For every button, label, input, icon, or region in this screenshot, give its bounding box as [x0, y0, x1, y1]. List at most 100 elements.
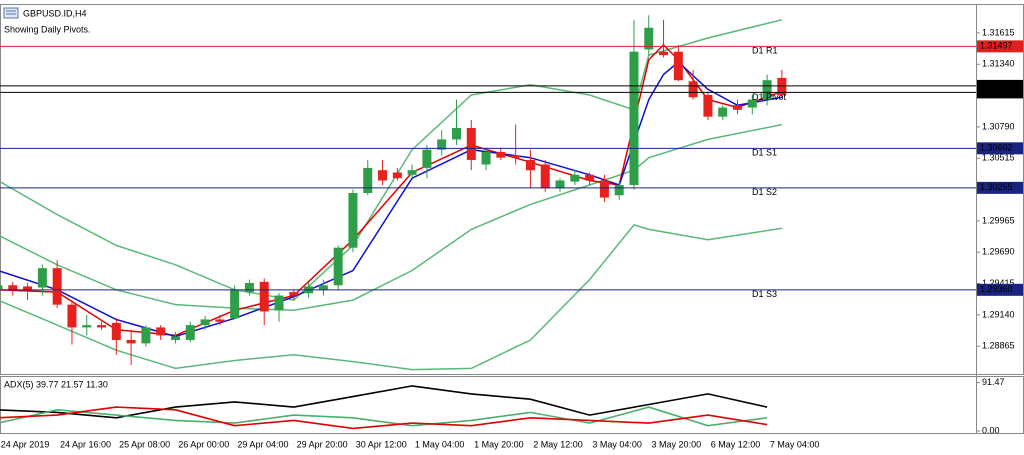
candle-body	[466, 128, 476, 160]
y-tick-label: 1.31615	[982, 27, 1015, 37]
candle-body	[0, 285, 3, 290]
adx-title: ADX(5) 39.77 21.57 11.30	[4, 379, 108, 389]
candle-body	[673, 51, 683, 81]
x-tick-label: 25 Apr 08:00	[119, 439, 170, 449]
candle-body	[703, 95, 713, 117]
y-tick-label: 1.30515	[982, 153, 1015, 163]
pivot-label: D1 S3	[752, 289, 777, 299]
candle-body	[629, 51, 639, 186]
price-box	[977, 142, 1023, 155]
price-plot	[0, 15, 976, 371]
chart-subtitle: Showing Daily Pivots.	[4, 24, 91, 34]
candle-body	[407, 170, 417, 175]
adx-line	[0, 406, 768, 427]
x-tick-label: 26 Apr 00:00	[178, 439, 229, 449]
x-tick-label: 1 May 20:00	[474, 439, 524, 449]
price-box-label: 1.30602	[980, 143, 1013, 153]
candle-body	[170, 336, 180, 340]
y-tick-label: 1.30790	[982, 121, 1015, 131]
candle-body	[585, 174, 595, 181]
candle-body	[318, 285, 328, 290]
candle-body	[437, 139, 447, 150]
candle-body	[333, 247, 343, 286]
price-box	[977, 181, 1023, 194]
indicator-line	[0, 19, 783, 301]
candle-body	[525, 159, 535, 171]
candle-body	[777, 77, 787, 96]
y-tick-label: 1.29415	[982, 278, 1015, 288]
x-tick-label: 7 May 04:00	[770, 439, 820, 449]
candle-body	[540, 164, 550, 189]
x-tick-label: 30 Apr 12:00	[356, 439, 407, 449]
candle-body	[37, 268, 47, 288]
pivot-label: D1 S2	[752, 187, 777, 197]
candle-body	[97, 325, 107, 328]
candle-body	[259, 281, 269, 312]
price-box-label: 1.31150	[980, 80, 1012, 90]
x-tick-label: 29 Apr 20:00	[297, 439, 348, 449]
x-tick-label: 6 May 12:00	[711, 439, 761, 449]
candle-body	[82, 325, 92, 328]
candle-body	[289, 292, 299, 296]
candle-body	[348, 192, 358, 248]
candle-body	[215, 319, 225, 322]
candle-body	[230, 289, 240, 319]
pivot-label: D1 S1	[752, 148, 777, 158]
candle-body	[67, 304, 77, 328]
y-tick-label: 1.29140	[982, 309, 1015, 319]
candle-body	[156, 327, 166, 336]
price-box-label: 1.30255	[980, 182, 1013, 192]
price-box-label: 1.31497	[980, 41, 1013, 51]
pivot-label: D1 Pivot	[752, 92, 787, 102]
candle-body	[141, 327, 151, 344]
x-tick-label: 2 May 12:00	[533, 439, 583, 449]
candle-body	[733, 105, 742, 110]
candle-body	[644, 27, 654, 50]
price-box	[977, 79, 1023, 92]
candle-body	[23, 286, 33, 290]
x-tick-label: 24 Apr 16:00	[60, 439, 111, 449]
y-tick-label: 1.28865	[982, 341, 1015, 351]
indicator-line	[0, 224, 783, 371]
candle-body	[392, 172, 402, 179]
price-box	[977, 283, 1023, 296]
candle-body	[52, 268, 62, 305]
adx-plot	[0, 385, 768, 430]
candle-body	[747, 99, 757, 108]
candle-body	[570, 174, 580, 182]
candle-body	[422, 149, 432, 168]
x-tick-label: 29 Apr 04:00	[237, 439, 288, 449]
x-tick-label: 24 Apr 2019	[1, 439, 50, 449]
chart-title: GBPUSD.ID,H4	[23, 8, 87, 18]
candle-body	[244, 282, 254, 293]
adx-panel-frame	[0, 376, 1024, 434]
x-tick-label: 3 May 20:00	[652, 439, 702, 449]
candle-body	[762, 80, 772, 100]
main-panel-frame	[0, 4, 1024, 375]
candle-body	[496, 151, 506, 158]
candle-body	[126, 339, 136, 344]
price-box	[977, 40, 1023, 53]
candle-body	[451, 128, 461, 140]
candle-body	[555, 180, 565, 189]
y-tick-label: 1.29965	[982, 215, 1015, 225]
candle-body	[718, 107, 728, 117]
symbol-icon	[3, 7, 19, 19]
candle-body	[200, 319, 210, 326]
candle-body	[111, 322, 121, 340]
candle-body	[274, 295, 284, 311]
candle-body	[688, 81, 698, 98]
candle-body	[185, 325, 195, 340]
candle-body	[659, 51, 669, 56]
candle-body	[599, 180, 609, 198]
x-tick-label: 1 May 04:00	[415, 439, 465, 449]
candle-body	[378, 170, 388, 181]
candle-body	[8, 285, 18, 290]
candle-body	[614, 185, 624, 196]
candle-body	[363, 167, 373, 193]
y-tick-label: 1.31340	[982, 59, 1015, 69]
y-tick-label: 91.47	[982, 377, 1005, 387]
price-box-label: 1.29360	[980, 284, 1013, 294]
candle-body	[511, 155, 521, 158]
